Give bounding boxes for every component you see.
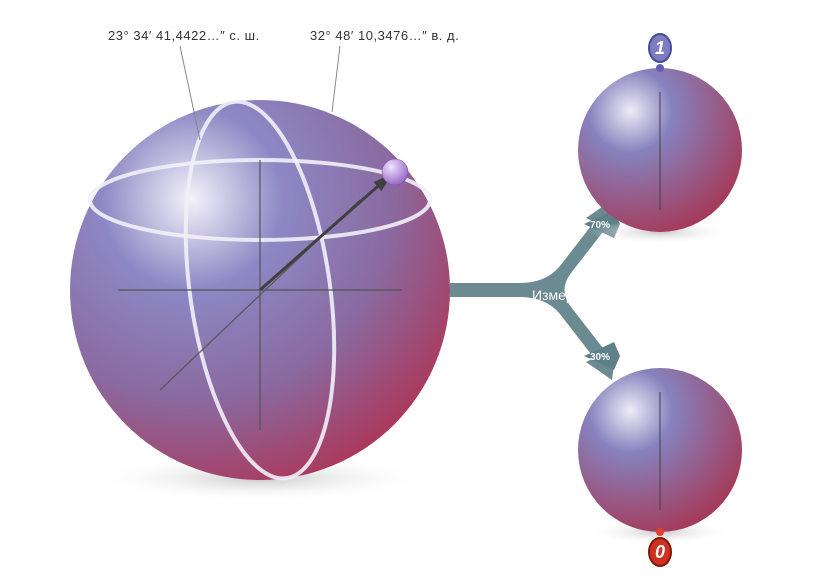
measurement-label: Измерение [532, 287, 605, 303]
state-point [382, 159, 408, 185]
lon-leader [332, 46, 340, 112]
state-one-label: 1 [655, 38, 665, 58]
state-zero-label: 0 [655, 542, 665, 562]
longitude-label: 32° 48′ 10,3476…″ в. д. [310, 28, 459, 43]
state-one-badge: 1 [649, 34, 671, 62]
state-zero-badge: 0 [649, 538, 671, 566]
latitude-label: 23° 34′ 41,4422…″ с. ш. [108, 28, 260, 43]
result-sphere-zero: 0 [578, 368, 742, 566]
main-bloch-sphere [70, 92, 450, 502]
measurement-branch: Измерение 70% 30% [450, 200, 620, 380]
pct-bot: 30% [590, 352, 610, 363]
